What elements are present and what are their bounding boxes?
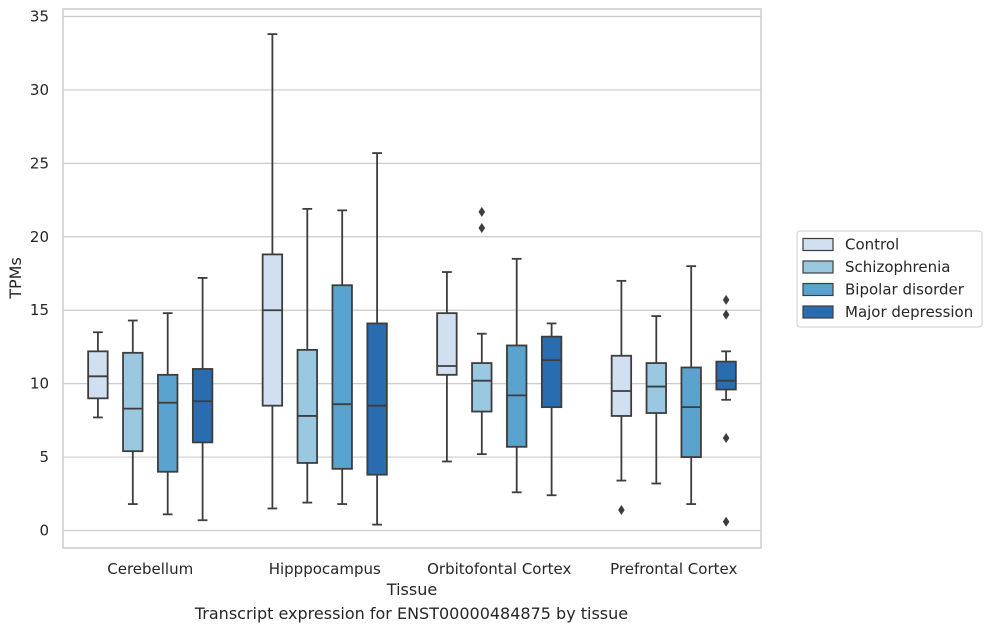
legend-item-control: Control [802, 236, 899, 254]
y-tick-label-30: 30 [30, 81, 49, 99]
box-schizophrenia-prefrontal-cortex [645, 315, 667, 485]
box-iqr [261, 253, 284, 407]
box-schizophrenia-hipppocampus [296, 207, 318, 504]
outlier-point [618, 504, 625, 515]
box-iqr [645, 362, 667, 414]
box-major-depression-prefrontal-cortex [715, 294, 737, 527]
box-iqr [471, 362, 493, 413]
box-control-cerebellum [87, 331, 109, 419]
y-axis-label: TPMs [6, 257, 25, 300]
x-tick-label-prefrontal-cortex: Prefrontal Cortex [610, 560, 737, 578]
x-tick-label-cerebellum: Cerebellum [107, 560, 193, 578]
legend-swatch [802, 282, 834, 297]
box-bipolar-disorder-cerebellum [157, 312, 179, 516]
y-tick-label-20: 20 [30, 228, 49, 246]
box-control-orbitofontal-cortex [436, 271, 458, 463]
chart-caption: Transcript expression for ENST0000048487… [194, 604, 629, 623]
legend: Control Schizophrenia Bipolar disorder Majo… [796, 230, 983, 328]
x-axis-label: Tissue [386, 580, 437, 599]
box-bipolar-disorder-hipppocampus [331, 209, 353, 505]
box-iqr [436, 312, 458, 376]
outlier-point [722, 432, 730, 443]
outlier-point [722, 309, 730, 320]
y-tick-label-10: 10 [30, 375, 49, 393]
y-tick-label-0: 0 [39, 522, 49, 540]
legend-swatch [802, 305, 834, 319]
legend-swatch [802, 237, 834, 252]
box-iqr [331, 284, 353, 470]
box-iqr [715, 360, 737, 391]
legend-item-schizophrenia: Schizophrenia [802, 258, 950, 276]
y-tick-label-15: 15 [30, 301, 49, 319]
legend-swatch [802, 260, 834, 274]
box-iqr [540, 335, 563, 409]
y-tick-label-35: 35 [30, 8, 49, 26]
box-iqr [191, 368, 214, 444]
outlier-point [722, 516, 730, 527]
grid-lines [63, 15, 761, 532]
box-iqr [296, 348, 318, 464]
box-iqr [680, 366, 702, 458]
box-bipolar-disorder-prefrontal-cortex [680, 265, 702, 505]
y-tick-label-25: 25 [30, 154, 49, 172]
y-tick-label-5: 5 [39, 448, 49, 466]
outlier-point [722, 294, 730, 305]
box-iqr [87, 350, 109, 400]
box-iqr [610, 354, 633, 417]
legend-label: Control [845, 236, 899, 254]
plot-frame [62, 8, 762, 549]
box-major-depression-hipppocampus [366, 152, 388, 526]
legend-label: Schizophrenia [845, 258, 950, 276]
box-control-hipppocampus [261, 33, 284, 510]
legend-label: Major depression [845, 303, 973, 321]
box-iqr [157, 373, 179, 473]
box-schizophrenia-orbitofontal-cortex [471, 206, 493, 456]
box-schizophrenia-cerebellum [122, 319, 144, 505]
legend-item-bipolar-disorder: Bipolar disorder [802, 281, 965, 299]
x-tick-label-orbitofontal-cortex: Orbitofontal Cortex [427, 560, 571, 578]
legend-frame [796, 230, 983, 328]
box-control-prefrontal-cortex [610, 279, 633, 515]
boxes [87, 33, 737, 527]
box-major-depression-cerebellum [191, 277, 214, 522]
box-iqr [366, 322, 388, 476]
x-tick-label-hipppocampus: Hipppocampus [269, 560, 381, 578]
box-major-depression-orbitofontal-cortex [540, 322, 563, 497]
outlier-point [478, 222, 486, 233]
legend-item-major-depression: Major depression [802, 303, 973, 321]
box-iqr [122, 351, 144, 453]
axes: 0 5 10 15 20 25 30 35 Cerebellum Hipppocampus Orbi… [30, 8, 738, 579]
legend-label: Bipolar disorder [845, 281, 965, 299]
outlier-point [478, 206, 486, 217]
plot-border [62, 8, 762, 549]
box-bipolar-disorder-orbitofontal-cortex [506, 257, 528, 494]
